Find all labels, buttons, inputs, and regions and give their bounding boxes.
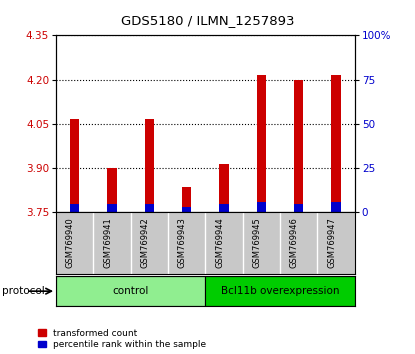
Bar	[257, 202, 266, 212]
Bar	[294, 80, 303, 212]
Text: GSM769940: GSM769940	[66, 217, 75, 268]
Bar	[145, 204, 154, 212]
Legend: transformed count, percentile rank within the sample: transformed count, percentile rank withi…	[38, 329, 206, 349]
Text: GSM769946: GSM769946	[290, 217, 299, 268]
Bar	[332, 202, 341, 212]
Bar	[294, 204, 303, 212]
Bar	[70, 119, 79, 212]
Text: GSM769942: GSM769942	[140, 217, 149, 268]
Bar	[70, 204, 79, 212]
Bar	[107, 204, 117, 212]
Text: GSM769941: GSM769941	[103, 217, 112, 268]
Text: control: control	[112, 286, 149, 296]
Bar	[332, 75, 341, 212]
Text: protocol: protocol	[2, 286, 45, 296]
Bar	[182, 187, 191, 212]
Text: GSM769945: GSM769945	[252, 217, 261, 268]
Bar	[220, 204, 229, 212]
Text: GSM769947: GSM769947	[327, 217, 336, 268]
Bar	[257, 75, 266, 212]
Bar	[56, 276, 205, 306]
Bar	[205, 276, 355, 306]
Bar	[220, 164, 229, 212]
Bar	[107, 168, 117, 212]
Text: GDS5180 / ILMN_1257893: GDS5180 / ILMN_1257893	[121, 14, 294, 27]
Bar	[145, 119, 154, 212]
Text: GSM769944: GSM769944	[215, 217, 224, 268]
Text: GSM769943: GSM769943	[178, 217, 187, 268]
Text: Bcl11b overexpression: Bcl11b overexpression	[221, 286, 339, 296]
Bar	[182, 207, 191, 212]
